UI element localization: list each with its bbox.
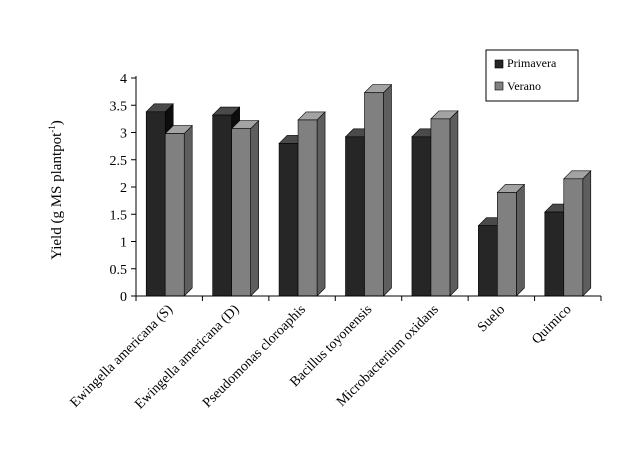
y-tick-label: 1 bbox=[120, 236, 127, 251]
bar-side bbox=[516, 183, 525, 297]
y-tick-label: 3 bbox=[120, 127, 127, 142]
bar-side bbox=[250, 119, 259, 297]
y-tick-label: 0 bbox=[120, 290, 127, 305]
y-axis-title: Yield (g MS plantpot-1) bbox=[47, 120, 65, 260]
y-tick-label: 1.5 bbox=[110, 208, 128, 223]
bar-front bbox=[411, 136, 432, 297]
bar-front bbox=[497, 192, 517, 297]
bar-front bbox=[478, 225, 498, 297]
x-tick-label: Quimico bbox=[529, 302, 574, 347]
bar-verano-4 bbox=[363, 83, 393, 297]
bar-side bbox=[582, 170, 592, 297]
bar-front bbox=[231, 128, 251, 297]
bar-front bbox=[212, 114, 232, 297]
y-tick-label: 3.5 bbox=[110, 99, 128, 114]
y-axis-title-sup: -1 bbox=[47, 125, 57, 133]
legend-label-primavera: Primavera bbox=[507, 56, 557, 70]
bar-front bbox=[364, 92, 384, 297]
bar-front bbox=[430, 118, 451, 297]
bar-front bbox=[164, 133, 185, 297]
bar-verano-1 bbox=[164, 124, 193, 297]
axes-layer bbox=[131, 76, 602, 301]
bar-front bbox=[544, 211, 565, 297]
y-axis-title-main: Yield (g MS plantpot bbox=[49, 132, 65, 260]
y-axis-title-close: ) bbox=[49, 120, 65, 125]
legend-swatch-primavera bbox=[494, 59, 504, 69]
bar-side bbox=[449, 110, 459, 297]
legend: Primavera Verano bbox=[485, 49, 579, 102]
bar-front bbox=[278, 143, 299, 297]
bar-verano-5 bbox=[430, 110, 459, 297]
bar-front bbox=[145, 111, 166, 297]
bar-front bbox=[297, 119, 318, 297]
x-tick-label: Suelo bbox=[475, 302, 508, 335]
bar-verano-7 bbox=[563, 170, 592, 297]
bar-front bbox=[345, 136, 365, 297]
bar-verano-2 bbox=[230, 119, 260, 297]
bar-side bbox=[183, 124, 193, 297]
y-tick-label: 0.5 bbox=[110, 263, 128, 278]
y-tick-label: 2 bbox=[120, 181, 127, 196]
legend-swatch-verano bbox=[494, 81, 504, 91]
y-tick-label: 4 bbox=[120, 72, 127, 87]
y-tick-label: 2.5 bbox=[110, 154, 128, 169]
legend-box bbox=[485, 49, 579, 102]
bar-verano-3 bbox=[297, 111, 326, 297]
bar-front bbox=[563, 178, 584, 297]
bar-side bbox=[383, 83, 392, 297]
bar-verano-6 bbox=[496, 183, 526, 297]
legend-label-verano: Verano bbox=[507, 79, 541, 93]
bar-side bbox=[316, 111, 326, 297]
bars-layer bbox=[145, 83, 592, 297]
